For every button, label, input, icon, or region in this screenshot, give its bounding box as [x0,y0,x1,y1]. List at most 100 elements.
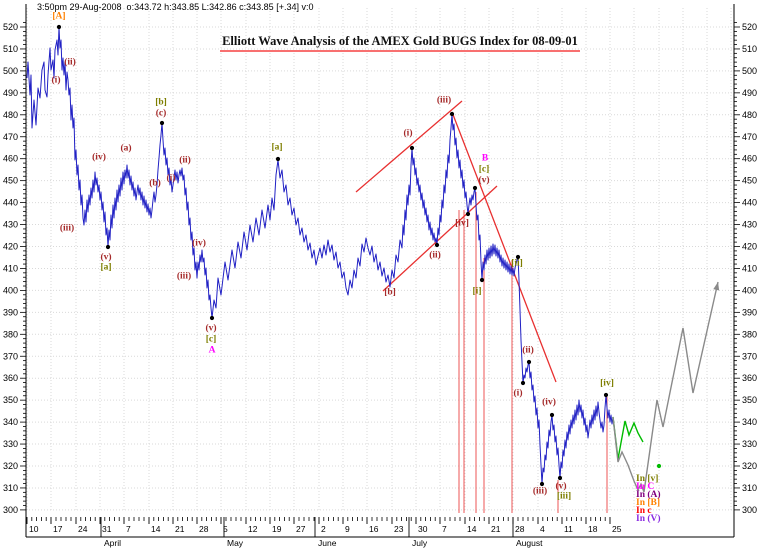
svg-text:360: 360 [3,373,18,383]
svg-text:300: 300 [3,505,18,515]
svg-text:450: 450 [742,176,757,186]
svg-text:24: 24 [78,524,88,534]
pivot-dot [479,277,485,283]
wave-label: (v) [100,252,112,263]
wave-label: (ii) [522,345,534,356]
svg-text:340: 340 [742,417,757,427]
wave-label: (b) [149,178,161,189]
svg-text:380: 380 [3,329,18,339]
wave-label: [c] [205,334,217,345]
svg-text:4: 4 [540,524,545,534]
svg-text:27: 27 [296,524,306,534]
pivot-dot [520,380,526,386]
svg-text:11: 11 [564,524,573,534]
svg-text:25: 25 [612,524,622,534]
wave-label: (c) [155,108,167,119]
svg-text:440: 440 [3,198,18,208]
svg-text:310: 310 [742,483,757,493]
svg-text:2: 2 [321,524,326,534]
pivot-dot [539,481,545,487]
gray-projection-line [612,281,719,493]
svg-text:12: 12 [248,524,258,534]
svg-text:460: 460 [742,154,757,164]
wave-label: (v) [555,481,567,492]
svg-text:7: 7 [442,524,447,534]
x-axis-month-labels: April May June July August [100,517,543,548]
svg-text:320: 320 [3,461,18,471]
axes [25,4,735,538]
svg-text:370: 370 [742,351,757,361]
svg-text:350: 350 [742,395,757,405]
projection-legend: In [v] In C In (A) In [B] In c In (V) [636,474,661,524]
legend-item: In (A) [636,489,661,500]
wave-label: (a) [120,143,132,154]
wave-label: (iii) [176,271,192,282]
wave-label: [a] [100,262,112,273]
svg-text:28: 28 [515,524,525,534]
svg-text:14: 14 [151,524,161,534]
legend-item: In (V) [636,513,661,524]
svg-text:450: 450 [3,176,18,186]
pivot-dot [526,359,532,365]
svg-text:August: August [516,538,543,548]
pivot-dot [56,24,62,30]
svg-text:400: 400 [3,285,18,295]
svg-text:510: 510 [742,44,757,54]
svg-text:14: 14 [467,524,477,534]
svg-text:430: 430 [742,220,757,230]
legend-item: In [v] [636,474,659,484]
svg-text:520: 520 [742,22,757,32]
svg-text:460: 460 [3,154,18,164]
svg-text:310: 310 [3,483,18,493]
wave-label: (i) [166,173,176,184]
price-line [26,26,614,485]
legend-item: In [B] [636,497,661,508]
svg-text:19: 19 [272,524,282,534]
legend-item: In c [636,505,652,516]
pivot-dot [434,242,440,248]
svg-text:480: 480 [3,110,18,120]
pivot-dot [557,475,563,481]
x-axis-ticks [26,517,611,524]
pivot-dot [603,392,609,398]
svg-text:430: 430 [3,220,18,230]
pivot-dot [409,145,415,151]
svg-text:500: 500 [742,66,757,76]
wave-label: (ii) [64,57,76,68]
chart-title-wrap: Elliott Wave Analysis of the AMEX Gold B… [40,32,760,52]
svg-text:April: April [104,538,121,548]
svg-text:7: 7 [126,524,131,534]
svg-text:340: 340 [3,417,18,427]
x-axis-date-labels: 10 17 24 31 7 14 21 28 5 12 19 27 2 9 16 23 30 7 14 21 28 4 11… [29,524,622,534]
grid-lines [26,8,734,511]
svg-text:330: 330 [742,439,757,449]
wave-label: (i) [403,128,413,139]
svg-text:390: 390 [3,307,18,317]
wave-label: (v) [205,323,217,334]
svg-text:May: May [227,538,244,548]
svg-text:390: 390 [742,307,757,317]
y-axis-ticks [20,22,740,511]
pivot-dot [465,211,471,217]
svg-text:320: 320 [742,461,757,471]
svg-text:10: 10 [29,524,39,534]
red-trendlines [355,100,557,383]
svg-text:16: 16 [369,524,379,534]
svg-text:330: 330 [3,439,18,449]
pivot-dot [209,315,215,321]
wave-label: (i) [513,388,523,399]
svg-text:21: 21 [175,524,185,534]
svg-text:21: 21 [491,524,501,534]
wave-label: (iv) [92,152,106,163]
svg-text:300: 300 [742,505,757,515]
wave-label: [iv] [600,378,614,389]
svg-text:400: 400 [742,285,757,295]
quote-info-line: 3:50pm 29-Aug-2008 o:343.72 h:343.85 L:3… [37,2,314,12]
svg-text:28: 28 [199,524,209,534]
svg-text:360: 360 [742,373,757,383]
wave-label: [b] [155,97,167,108]
wave-label: (iii) [59,223,75,234]
wave-label: (ii) [179,155,191,166]
